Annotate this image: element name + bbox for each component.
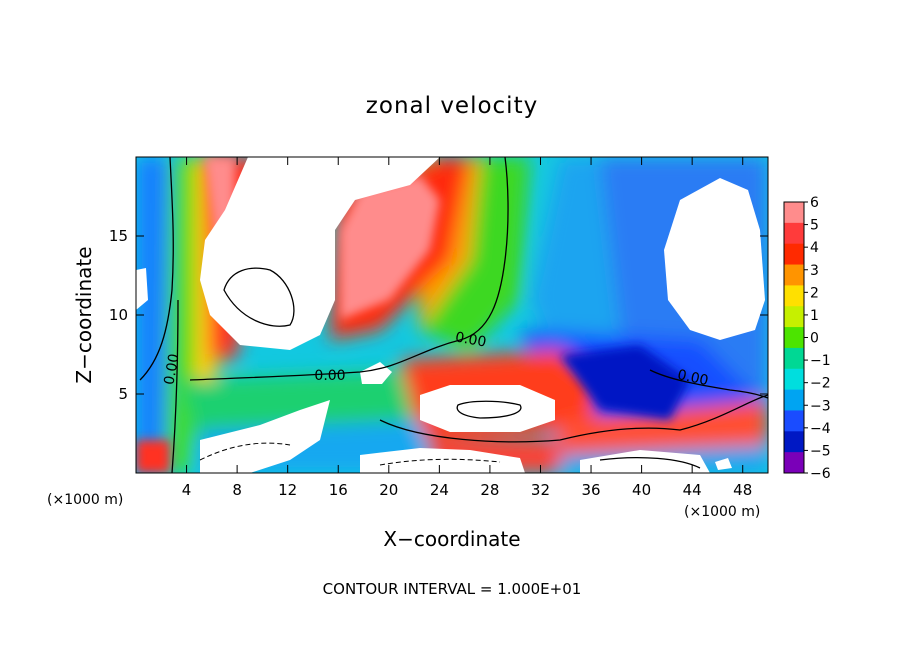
colorbar-swatch [784,452,804,474]
x-tick-label: 12 [278,481,297,499]
contour-label: 0.00 [161,353,182,386]
x-unit-left: (×1000 m) [47,492,123,508]
colorbar-swatch [784,410,804,432]
heatmap-field [136,157,768,473]
colorbar: 6 5 4 3 2 1 0 −1 −2 −3 −4 −5 −6 [783,195,831,482]
x-tick-label: 32 [531,481,550,499]
colorbar-swatch [784,389,804,411]
colorbar-swatch [784,285,804,307]
colorbar-swatch [784,264,804,286]
x-unit-right: (×1000 m) [684,504,760,520]
contour-label: 0.00 [314,368,345,384]
x-axis-title: X−coordinate [383,527,520,551]
x-axis: 4 8 12 16 20 24 28 32 36 40 44 48 [182,157,752,499]
colorbar-tick-label: −3 [810,398,831,414]
x-tick-label: 40 [632,481,651,499]
colorbar-tick-label: 3 [810,263,819,279]
contour-label: 0.00 [454,329,487,350]
colorbar-tick-label: −5 [810,443,831,459]
y-tick-label: 5 [118,385,128,403]
colorbar-swatch [784,202,804,224]
colorbar-tick-label: 6 [810,195,819,211]
y-tick-label: 10 [109,306,128,324]
colorbar-swatch [784,243,804,266]
colorbar-tick-label: −6 [810,466,831,482]
colorbar-swatch [784,347,804,370]
contour-label: 0.00 [676,367,710,389]
colorbar-swatch [784,327,804,349]
colorbar-tick-label: 1 [810,308,819,324]
colorbar-swatch [784,222,804,245]
colorbar-swatch [784,368,804,391]
x-tick-label: 16 [329,481,348,499]
colorbar-tick-label: −4 [810,421,831,437]
colorbar-tick-label: 2 [810,285,819,301]
x-tick-label: 36 [581,481,600,499]
colorbar-swatch [784,431,804,453]
chart-title: zonal velocity [366,93,538,119]
y-tick-label: 15 [109,227,128,245]
x-tick-label: 24 [430,481,449,499]
colorbar-tick-label: 4 [810,240,819,256]
y-axis-title: Z−coordinate [72,246,96,383]
y-axis: 5 10 15 [109,227,768,403]
colorbar-swatch [784,306,804,328]
colorbar-tick-label: −1 [810,353,831,369]
x-tick-label: 4 [182,481,192,499]
x-tick-label: 28 [480,481,499,499]
colorbar-tick-label: −2 [810,376,831,392]
x-tick-label: 20 [379,481,398,499]
colorbar-tick-label: 5 [810,218,819,234]
x-tick-label: 44 [683,481,702,499]
colorbar-tick-label: 0 [810,331,819,347]
x-tick-label: 48 [733,481,752,499]
contour-interval-note: CONTOUR INTERVAL = 1.000E+01 [323,580,582,598]
x-tick-label: 8 [232,481,242,499]
